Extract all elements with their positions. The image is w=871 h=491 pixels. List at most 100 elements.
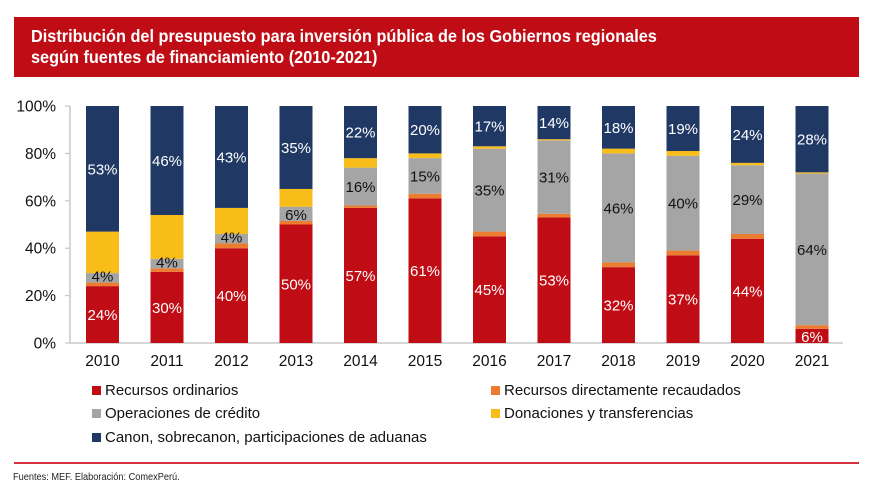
bar-segment (150, 258, 184, 269)
bar-segment (150, 271, 184, 343)
data-label: 32% (603, 298, 633, 315)
bar-segment (408, 193, 442, 199)
legend-swatch-icon (491, 409, 500, 418)
bar-segment (215, 207, 248, 234)
data-label: 6% (285, 207, 307, 224)
legend-item-operaciones-de-credito: Operaciones de crédito (92, 405, 260, 422)
data-label: 30% (152, 300, 182, 317)
chart-title-line-2: según fuentes de financiamiento (2010-20… (31, 47, 378, 67)
bar-segment (215, 106, 248, 208)
x-tick-label: 2011 (150, 353, 183, 370)
bar-segment (279, 224, 313, 343)
data-label: 4% (92, 269, 114, 286)
data-label: 17% (474, 119, 504, 136)
bar-segment (86, 273, 119, 283)
bar-segment (473, 231, 506, 237)
bar-segment (537, 140, 571, 214)
bar-segment (666, 155, 700, 251)
bar-segment (602, 148, 635, 154)
footer-divider (14, 462, 859, 464)
legend-swatch-icon (92, 433, 101, 442)
bar-segment (279, 206, 313, 221)
data-label: 6% (801, 329, 823, 346)
y-tick-label: 0% (34, 336, 57, 353)
bar-segment (150, 268, 184, 272)
bar-segment (150, 215, 184, 259)
title-banner: Distribución del presupuesto para invers… (14, 17, 859, 77)
bar-segment (666, 106, 700, 152)
data-label: 40% (216, 288, 246, 305)
stacked-bar-chart: 0% 20% 40% 60% 80% 100% 2010 2011 2012 2013 2014 20… (16, 99, 843, 370)
bar-segment (731, 165, 764, 234)
x-tick-label: 2017 (537, 353, 571, 370)
axes: 0% 20% 40% 60% 80% 100% 2010 2011 2012 2013 2014 20… (16, 99, 843, 370)
legend-label: Canon, sobrecanon, participaciones de ad… (105, 429, 427, 446)
x-tick-label: 2016 (472, 353, 506, 370)
bar-segment (344, 207, 377, 343)
data-label: 53% (87, 161, 117, 178)
source-note: Fuentes: MEF. Elaboración: ComexPerú. (13, 472, 180, 483)
bar-segment (473, 236, 506, 343)
legend-swatch-icon (92, 386, 101, 395)
chart-title-line-1: Distribución del presupuesto para invers… (31, 26, 657, 46)
y-tick-label: 20% (25, 288, 56, 305)
bar-segment (731, 233, 764, 239)
bar-segment (731, 106, 764, 163)
bar-segment (731, 238, 764, 343)
x-tick-label: 2010 (85, 353, 120, 370)
x-tick-label: 2019 (666, 353, 700, 370)
bar-segment (537, 106, 571, 140)
legend-label: Operaciones de crédito (105, 405, 261, 422)
bar-segment (408, 106, 442, 154)
bar-segment (344, 205, 377, 208)
bars (86, 106, 829, 343)
bar-segment (795, 328, 829, 343)
x-tick-label: 2021 (795, 353, 829, 370)
data-label: 46% (603, 200, 633, 217)
y-tick-label: 40% (25, 241, 56, 258)
bar-segment (602, 153, 635, 263)
bar-segment (279, 220, 313, 225)
data-label: 20% (410, 122, 440, 139)
bar-segment (602, 106, 635, 149)
bar-segment (795, 325, 829, 329)
legend-swatch-icon (491, 386, 500, 395)
data-labels: 24% 4% 53% 30% 4% 46% 40% 4% 43% 50% 6% 35% 57% 16% 22… (87, 115, 827, 346)
bar-segment (86, 286, 119, 343)
data-label: 35% (474, 183, 504, 200)
data-label: 50% (281, 276, 311, 293)
bar-segment (408, 153, 442, 159)
data-label: 35% (281, 140, 311, 157)
bar-segment (602, 262, 635, 268)
data-label: 14% (539, 115, 569, 132)
y-tick-label: 100% (16, 99, 56, 116)
bar-segment (344, 167, 377, 206)
bar-segment (215, 243, 248, 249)
data-label: 40% (668, 196, 698, 213)
bar-segment (537, 217, 571, 343)
data-label: 4% (221, 229, 243, 246)
data-label: 31% (539, 170, 569, 187)
bar-segment (408, 198, 442, 343)
x-tick-label: 2013 (279, 353, 313, 370)
data-label: 24% (87, 307, 117, 324)
legend-item-recursos-ordinarios: Recursos ordinarios (92, 382, 238, 399)
x-tick-label: 2018 (601, 353, 635, 370)
bar-segment (473, 148, 506, 232)
legend-label: Donaciones y transferencias (504, 405, 694, 422)
data-label: 28% (797, 132, 827, 149)
bar-segment (344, 106, 377, 159)
bar-segment (795, 173, 829, 326)
data-label: 45% (474, 282, 504, 299)
bar-segment (279, 188, 313, 207)
data-label: 24% (732, 127, 762, 144)
legend-item-canon-sobrecanon: Canon, sobrecanon, participaciones de ad… (92, 429, 427, 446)
bar-segment (473, 106, 506, 147)
bar-segment (279, 106, 313, 189)
data-label: 64% (797, 242, 827, 259)
bar-segment (473, 146, 506, 149)
data-label: 18% (603, 120, 633, 137)
data-label: 16% (345, 179, 375, 196)
y-tick-label: 60% (25, 193, 56, 210)
legend-swatch-icon (92, 409, 101, 418)
